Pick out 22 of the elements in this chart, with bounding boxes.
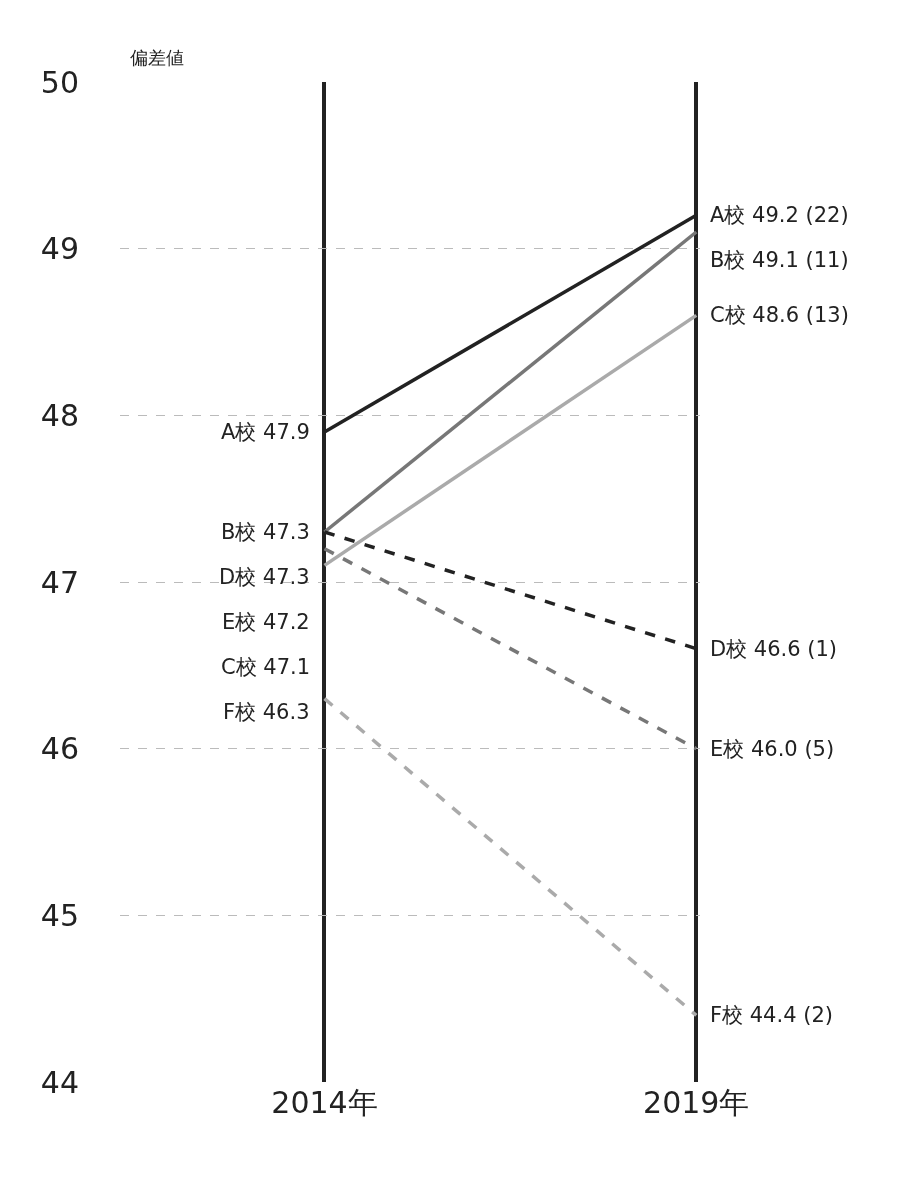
text: C校 47.1 [221, 655, 311, 679]
x-tick-label: 2014年 [271, 1085, 378, 1120]
text: D校 46.6 (1) [710, 637, 838, 661]
y-tick-label: 49 [40, 231, 79, 267]
text: A校 47.9 [221, 420, 310, 444]
y-tick-label: 47 [40, 564, 79, 600]
x-tick-label: 2019年 [643, 1085, 750, 1120]
y-axis-title: 偏差値 [130, 47, 184, 68]
y-tick-label: 50 [40, 64, 79, 100]
text: E校 47.2 [222, 610, 310, 634]
text: B校 49.1 (11) [710, 248, 849, 272]
text: D校 47.3 [219, 565, 310, 589]
y-tick-label: 44 [40, 1064, 79, 1100]
y-tick-label: 48 [40, 397, 79, 433]
text: B校 47.3 [221, 520, 310, 544]
y-tick-label: 45 [40, 897, 79, 933]
y-tick-label: 46 [40, 731, 79, 767]
text: A校 49.2 (22) [710, 203, 849, 227]
text: E校 46.0 (5) [710, 737, 835, 761]
text: F校 46.3 [223, 700, 310, 724]
text: C校 48.6 (13) [710, 303, 849, 327]
text: F校 44.4 (2) [710, 1003, 833, 1027]
